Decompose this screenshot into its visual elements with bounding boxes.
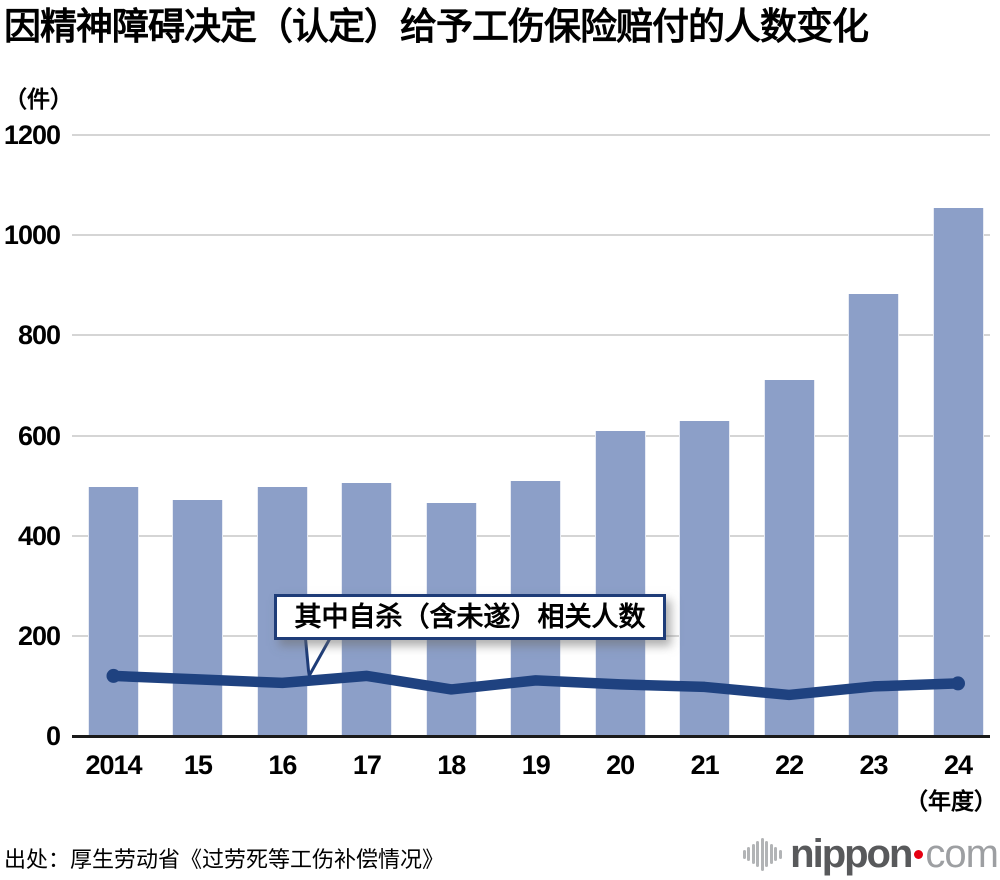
bar-24 (932, 207, 984, 736)
x-tick-label-2014: 2014 (85, 750, 142, 780)
logo-text-nippon: nippon (790, 832, 913, 876)
x-tick-label-15: 15 (183, 750, 213, 780)
suicide-trend-line (108, 670, 964, 701)
soundwave-bar-6 (769, 844, 773, 864)
y-tick-label-0: 0 (45, 721, 61, 751)
soundwave-bar-7 (774, 847, 778, 861)
soundwave-icon (742, 831, 784, 877)
soundwave-bar-5 (765, 841, 769, 867)
soundwave-bar-0 (742, 849, 746, 859)
y-tick-label-800: 800 (17, 320, 61, 351)
x-axis-unit-label: （年度） (905, 788, 997, 814)
logo-red-dot (914, 849, 924, 859)
logo-text-com: com (925, 832, 999, 876)
callout-label: 其中自杀（含未遂）相关人数 (274, 594, 666, 640)
soundwave-bar-2 (751, 844, 755, 864)
soundwave-bar-1 (747, 847, 751, 861)
x-tick-label-22: 22 (775, 750, 804, 780)
x-tick-label-19: 19 (521, 750, 551, 780)
gridline-600 (72, 434, 990, 437)
bar-22 (763, 380, 815, 736)
x-tick-label-20: 20 (606, 750, 635, 780)
y-tick-label-1000: 1000 (3, 220, 61, 251)
soundwave-bar-3 (756, 841, 760, 867)
bar-2014 (88, 487, 139, 736)
x-tick-label-18: 18 (437, 750, 466, 780)
soundwave-bar-4 (760, 837, 764, 871)
line-start-dot (106, 668, 121, 683)
gridline-1000 (72, 234, 990, 237)
bar-23 (848, 293, 900, 736)
x-tick-label-21: 21 (690, 750, 720, 780)
x-axis-baseline (72, 735, 990, 738)
nippon-com-logo: nippon com (742, 831, 999, 877)
gridline-1200 (72, 134, 990, 136)
source-note: 出处：厚生劳动省《过劳死等工伤补偿情况》 (4, 847, 445, 872)
y-tick-label-600: 600 (17, 420, 61, 451)
y-tick-label-200: 200 (17, 620, 61, 651)
y-tick-label-1200: 1200 (3, 120, 61, 150)
chart-title: 因精神障碍决定（认定）给予工伤保险赔付的人数变化 (4, 6, 869, 47)
y-axis-unit-label: （件） (4, 86, 73, 112)
x-tick-label-23: 23 (859, 750, 889, 780)
bar-15 (172, 499, 224, 736)
x-tick-label-17: 17 (352, 750, 382, 780)
y-tick-label-400: 400 (17, 520, 61, 551)
soundwave-bar-8 (778, 849, 782, 859)
x-tick-label-24: 24 (943, 750, 973, 780)
x-tick-label-16: 16 (268, 750, 297, 780)
line-end-dot (951, 676, 965, 691)
gridline-800 (72, 334, 990, 337)
